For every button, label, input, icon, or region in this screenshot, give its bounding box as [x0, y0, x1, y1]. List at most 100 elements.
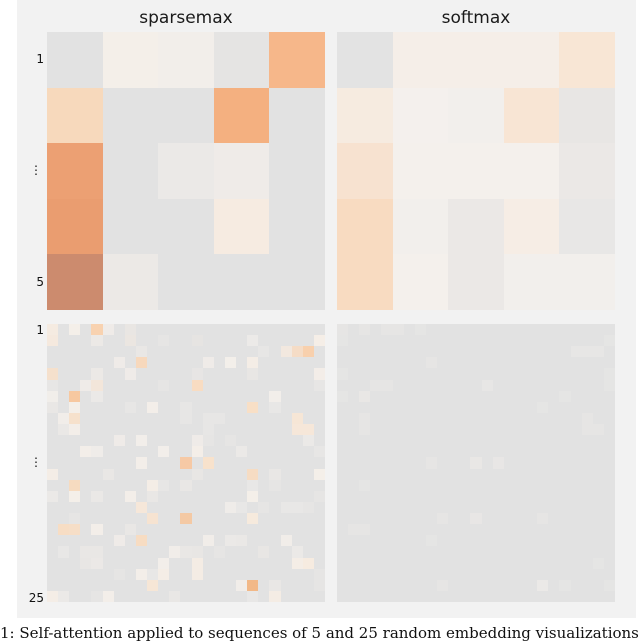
heatmap-cell: [537, 513, 549, 525]
heatmap-cell: [559, 335, 571, 347]
heatmap-cell: [603, 468, 615, 480]
heatmap-cell: [348, 479, 360, 491]
heatmap-cell: [135, 412, 148, 425]
heatmap-cell: [91, 335, 103, 347]
heatmap-cell: [514, 335, 527, 347]
heatmap-cell: [581, 324, 593, 336]
heatmap-cell: [570, 335, 582, 347]
heatmap-cell: [481, 535, 493, 547]
heatmap-cell: [381, 524, 393, 536]
heatmap-cell: [559, 479, 571, 491]
heatmap-cell: [80, 424, 92, 436]
heatmap-cell: [559, 435, 571, 447]
heatmap-cell: [381, 368, 393, 380]
heatmap-cell: [370, 379, 382, 391]
heatmap-cell: [514, 479, 527, 491]
heatmap-cell: [291, 379, 303, 391]
heatmap-cell: [313, 357, 325, 369]
heatmap-cell: [180, 501, 192, 514]
heatmap-cell: [158, 490, 170, 502]
heatmap-cell: [548, 446, 560, 458]
heatmap-cell: [236, 490, 248, 502]
heatmap-cell: [503, 435, 515, 447]
heatmap-cell: [592, 357, 604, 369]
heatmap-cell: [503, 501, 515, 514]
heatmap-cell: [337, 143, 393, 199]
heatmap-cell: [448, 590, 460, 602]
heatmap-cell: [448, 32, 504, 88]
heatmap-cell: [548, 579, 560, 591]
heatmap-cell: [537, 568, 549, 580]
heatmap-cell: [603, 513, 615, 525]
heatmap-cell: [247, 368, 259, 380]
heatmap-cell: [603, 557, 615, 569]
heatmap-cell: [514, 446, 527, 458]
heatmap-cell: [169, 324, 181, 336]
heatmap-cell: [69, 524, 81, 536]
heatmap-cell: [258, 490, 270, 502]
heatmap-cell: [559, 368, 571, 380]
heatmap-cell: [370, 335, 382, 347]
heatmap-cell: [392, 568, 404, 580]
heatmap-cell: [269, 546, 281, 558]
heatmap-cell: [592, 501, 604, 514]
heatmap-cell: [470, 401, 482, 413]
heatmap-cell: [80, 557, 92, 569]
heatmap-cell: [581, 457, 593, 469]
heatmap-cell: [514, 368, 527, 380]
heatmap-cell: [247, 490, 259, 502]
heatmap-cell: [147, 524, 159, 536]
heatmap-cell: [169, 546, 181, 558]
heatmap-cell: [503, 143, 560, 199]
heatmap-cell: [191, 379, 203, 391]
heatmap-cell: [414, 379, 426, 391]
heatmap-cell: [191, 412, 203, 425]
heatmap-cell: [313, 546, 325, 558]
heatmap-cell: [370, 346, 382, 358]
heatmap-cell: [213, 468, 225, 480]
heatmap-cell: [414, 501, 426, 514]
heatmap-cell: [269, 198, 325, 255]
heatmap-cell: [481, 401, 493, 413]
heatmap-cell: [592, 335, 604, 347]
heatmap-cell: [147, 435, 159, 447]
heatmap-cell: [526, 357, 538, 369]
heatmap-cell: [392, 401, 404, 413]
heatmap-cell: [102, 579, 114, 591]
heatmap-cell: [437, 412, 449, 425]
heatmap-cell: [247, 557, 259, 569]
heatmap-cell: [448, 254, 504, 310]
heatmap-cell: [180, 390, 192, 402]
heatmap-cell: [514, 412, 527, 425]
heatmap-cell: [492, 524, 504, 536]
heatmap-cell: [102, 490, 114, 502]
heatmap-cell: [47, 335, 59, 347]
heatmap-cell: [58, 479, 70, 491]
heatmap-cell: [470, 524, 482, 536]
heatmap-cell: [448, 357, 460, 369]
heatmap-cell: [202, 535, 214, 547]
heatmap-cell: [459, 546, 471, 558]
heatmap-cell: [592, 579, 604, 591]
heatmap-cell: [247, 357, 259, 369]
heatmap-cell: [526, 568, 538, 580]
heatmap-cell: [169, 335, 181, 347]
heatmap-cell: [470, 324, 482, 336]
heatmap-cell: [69, 568, 81, 580]
heatmap-cell: [169, 346, 181, 358]
heatmap-cell: [403, 379, 415, 391]
heatmap-cell: [492, 501, 504, 514]
heatmap-cell: [169, 590, 181, 602]
heatmap-cell: [91, 368, 103, 380]
heatmap-cell: [269, 87, 325, 144]
heatmap-cell: [425, 457, 438, 469]
heatmap-cell: [414, 390, 426, 402]
heatmap-cell: [548, 357, 560, 369]
heatmap-cell: [370, 424, 382, 436]
heatmap-cell: [448, 401, 460, 413]
heatmap-cell: [348, 446, 360, 458]
heatmap-cell: [169, 357, 181, 369]
heatmap-cell: [392, 368, 404, 380]
heatmap-cell: [370, 490, 382, 502]
heatmap-cell: [548, 490, 560, 502]
